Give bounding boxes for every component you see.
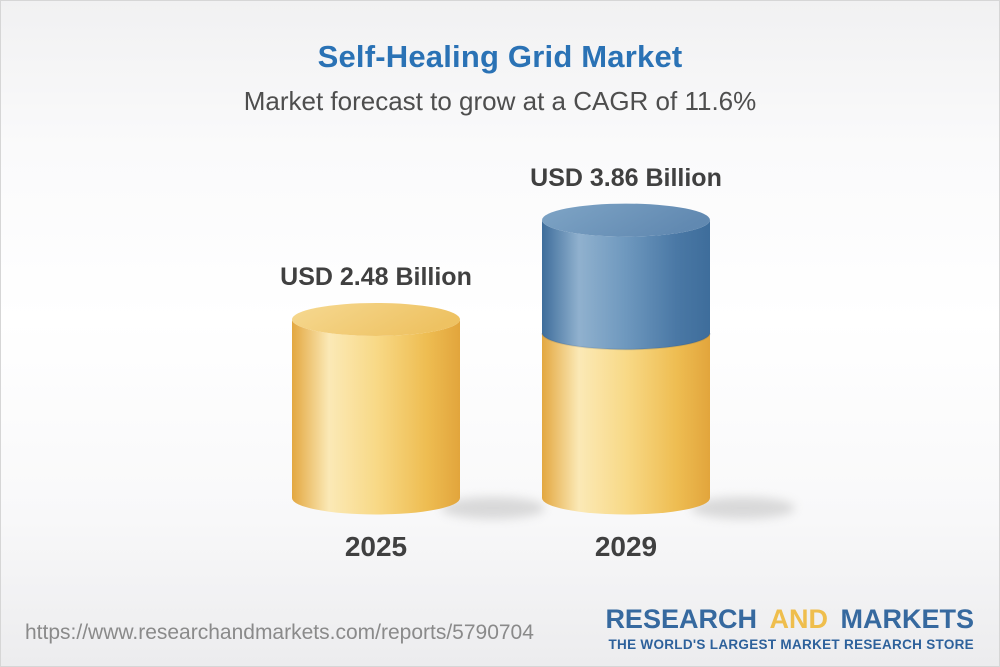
brand-wordmark: RESEARCH AND MARKETS	[605, 604, 974, 635]
cylinder-2029-top	[542, 203, 710, 237]
brand-word-research: RESEARCH	[605, 604, 757, 634]
value-label-2029: USD 3.86 Billion	[530, 163, 722, 192]
chart-subtitle: Market forecast to grow at a CAGR of 11.…	[243, 86, 757, 116]
brand-logo: RESEARCH AND MARKETS THE WORLD'S LARGEST…	[605, 604, 974, 652]
year-label-2029: 2029	[594, 531, 658, 562]
brand-word-markets: MARKETS	[840, 604, 975, 634]
chart-title: Self-Healing Grid Market	[317, 39, 683, 74]
value-label-2025: USD 2.48 Billion	[280, 262, 472, 291]
cylinder-shadow	[441, 497, 545, 519]
cylinder-2029-base-segment	[542, 332, 710, 515]
cylinder-2029-growth-segment	[542, 220, 710, 350]
segment-boundary-edge	[541, 332, 711, 351]
year-label-2025: 2025	[344, 531, 408, 562]
report-url: https://www.researchandmarkets.com/repor…	[25, 621, 534, 644]
brand-tagline: THE WORLD'S LARGEST MARKET RESEARCH STOR…	[608, 637, 974, 652]
cylinder-shadow	[691, 497, 795, 519]
brand-word-and: AND	[769, 604, 828, 634]
cylinder-2025-top	[292, 302, 460, 336]
cylinder-2025-body	[292, 319, 460, 515]
